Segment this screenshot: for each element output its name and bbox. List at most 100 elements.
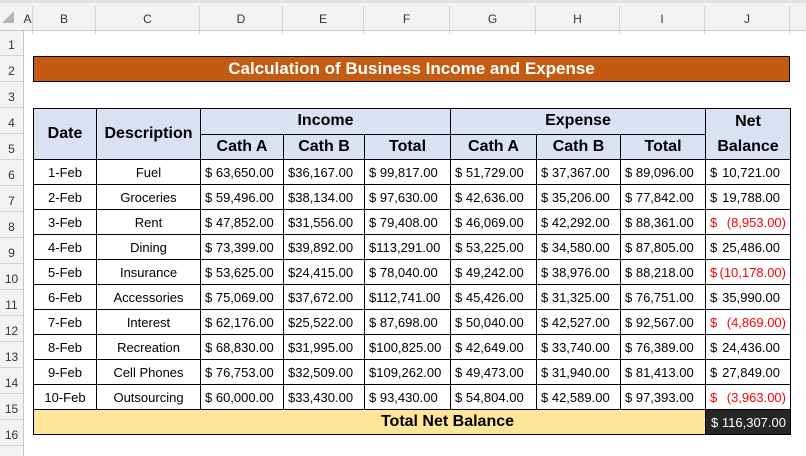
column-header-H[interactable]: H [536, 6, 620, 34]
column-header-F[interactable]: F [364, 6, 450, 34]
row-header-13[interactable]: 13 [0, 342, 23, 368]
amount-cell[interactable]: $ 33,740.00 [536, 334, 621, 360]
amount-cell[interactable]: $ 75,069.00 [200, 284, 284, 310]
description-cell[interactable]: Recreation [96, 334, 201, 360]
net-balance-cell[interactable]: $27,849.00 [705, 359, 791, 385]
header-description[interactable]: Description [96, 108, 201, 160]
net-balance-cell[interactable]: $ (8,953.00) [705, 209, 791, 235]
date-cell[interactable]: 1-Feb [33, 159, 97, 185]
amount-cell[interactable]: $ 79,408.00 [364, 209, 451, 235]
net-balance-cell[interactable]: $ (3,963.00) [705, 384, 791, 410]
date-cell[interactable]: 3-Feb [33, 209, 97, 235]
column-header-I[interactable]: I [620, 6, 705, 34]
amount-cell[interactable]: $ 37,367.00 [536, 159, 621, 185]
column-header-J[interactable]: J [705, 6, 790, 34]
amount-cell[interactable]: $31,995.00 [283, 334, 365, 360]
net-balance-cell[interactable]: $35,990.00 [705, 284, 791, 310]
amount-cell[interactable]: $ 54,804.00 [450, 384, 537, 410]
amount-cell[interactable]: $ 97,630.00 [364, 184, 451, 210]
amount-cell[interactable]: $ 88,218.00 [620, 259, 706, 285]
row-header-16[interactable]: 16 [0, 420, 23, 446]
amount-cell[interactable]: $ 53,225.00 [450, 234, 537, 260]
amount-cell[interactable]: $ 47,852.00 [200, 209, 284, 235]
amount-cell[interactable]: $ 31,940.00 [536, 359, 621, 385]
column-header-A[interactable]: A [23, 6, 33, 34]
description-cell[interactable]: Accessories [96, 284, 201, 310]
header-expense-cath-b[interactable]: Cath B [536, 133, 621, 160]
amount-cell[interactable]: $ 38,976.00 [536, 259, 621, 285]
amount-cell[interactable]: $112,741.00 [364, 284, 451, 310]
header-net-balance[interactable]: Net Balance [705, 108, 791, 160]
amount-cell[interactable]: $ 92,567.00 [620, 309, 706, 335]
select-all-button[interactable] [2, 11, 14, 23]
date-cell[interactable]: 2-Feb [33, 184, 97, 210]
row-header-2[interactable]: 2 [0, 56, 23, 82]
row-header-5[interactable]: 5 [0, 134, 23, 160]
net-balance-cell[interactable]: $10,721.00 [705, 159, 791, 185]
date-cell[interactable]: 7-Feb [33, 309, 97, 335]
row-header-10[interactable]: 10 [0, 264, 23, 290]
amount-cell[interactable]: $ 51,729.00 [450, 159, 537, 185]
row-header-14[interactable]: 14 [0, 368, 23, 394]
amount-cell[interactable]: $ 81,413.00 [620, 359, 706, 385]
amount-cell[interactable]: $36,167.00 [283, 159, 365, 185]
amount-cell[interactable]: $ 49,242.00 [450, 259, 537, 285]
amount-cell[interactable]: $ 76,753.00 [200, 359, 284, 385]
column-header-G[interactable]: G [450, 6, 536, 34]
header-expense-cath-a[interactable]: Cath A [450, 133, 537, 160]
header-income[interactable]: Income [200, 108, 451, 135]
amount-cell[interactable]: $ 46,069.00 [450, 209, 537, 235]
net-balance-cell[interactable]: $ (4,869.00) [705, 309, 791, 335]
amount-cell[interactable]: $ 63,650.00 [200, 159, 284, 185]
amount-cell[interactable]: $33,430.00 [283, 384, 365, 410]
net-balance-cell[interactable]: $25,486.00 [705, 234, 791, 260]
row-header-1[interactable]: 1 [0, 31, 23, 56]
amount-cell[interactable]: $113,291.00 [364, 234, 451, 260]
column-header-E[interactable]: E [283, 6, 364, 34]
amount-cell[interactable]: $ 42,292.00 [536, 209, 621, 235]
amount-cell[interactable]: $ 62,176.00 [200, 309, 284, 335]
amount-cell[interactable]: $ 73,399.00 [200, 234, 284, 260]
amount-cell[interactable]: $ 59,496.00 [200, 184, 284, 210]
description-cell[interactable]: Interest [96, 309, 201, 335]
amount-cell[interactable]: $37,672.00 [283, 284, 365, 310]
row-header-8[interactable]: 8 [0, 212, 23, 238]
amount-cell[interactable]: $ 35,206.00 [536, 184, 621, 210]
amount-cell[interactable]: $39,892.00 [283, 234, 365, 260]
description-cell[interactable]: Outsourcing [96, 384, 201, 410]
date-cell[interactable]: 9-Feb [33, 359, 97, 385]
header-income-total[interactable]: Total [364, 133, 451, 160]
description-cell[interactable]: Insurance [96, 259, 201, 285]
row-header-15[interactable]: 15 [0, 394, 23, 420]
date-cell[interactable]: 6-Feb [33, 284, 97, 310]
amount-cell[interactable]: $ 31,325.00 [536, 284, 621, 310]
date-cell[interactable]: 4-Feb [33, 234, 97, 260]
header-income-cath-b[interactable]: Cath B [283, 133, 365, 160]
description-cell[interactable]: Fuel [96, 159, 201, 185]
amount-cell[interactable]: $ 42,527.00 [536, 309, 621, 335]
row-header-3[interactable]: 3 [0, 82, 23, 108]
header-date[interactable]: Date [33, 108, 97, 160]
row-header-6[interactable]: 6 [0, 160, 23, 186]
amount-cell[interactable]: $31,556.00 [283, 209, 365, 235]
amount-cell[interactable]: $100,825.00 [364, 334, 451, 360]
header-expense-total[interactable]: Total [620, 133, 706, 160]
amount-cell[interactable]: $ 93,430.00 [364, 384, 451, 410]
header-expense[interactable]: Expense [450, 108, 706, 135]
amount-cell[interactable]: $ 42,636.00 [450, 184, 537, 210]
amount-cell[interactable]: $ 50,040.00 [450, 309, 537, 335]
amount-cell[interactable]: $ 34,580.00 [536, 234, 621, 260]
description-cell[interactable]: Dining [96, 234, 201, 260]
row-header-7[interactable]: 7 [0, 186, 23, 212]
net-balance-cell[interactable]: $19,788.00 [705, 184, 791, 210]
amount-cell[interactable]: $ 60,000.00 [200, 384, 284, 410]
date-cell[interactable]: 10-Feb [33, 384, 97, 410]
amount-cell[interactable]: $ 49,473.00 [450, 359, 537, 385]
amount-cell[interactable]: $ 76,389.00 [620, 334, 706, 360]
amount-cell[interactable]: $38,134.00 [283, 184, 365, 210]
amount-cell[interactable]: $24,415.00 [283, 259, 365, 285]
amount-cell[interactable]: $ 88,361.00 [620, 209, 706, 235]
amount-cell[interactable]: $ 68,830.00 [200, 334, 284, 360]
row-header-12[interactable]: 12 [0, 316, 23, 342]
amount-cell[interactable]: $ 89,096.00 [620, 159, 706, 185]
